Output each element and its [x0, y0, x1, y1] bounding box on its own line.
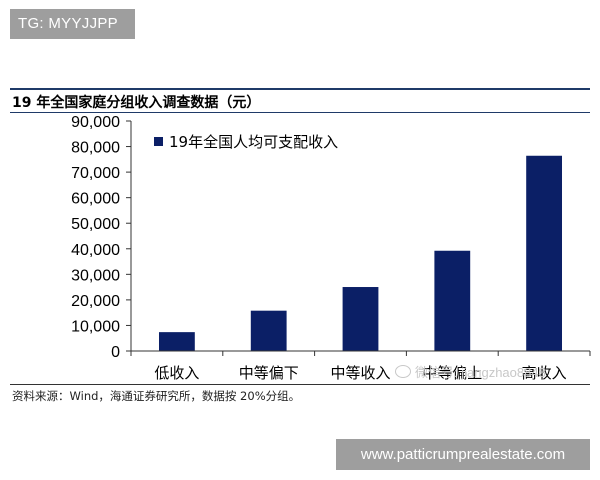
- x-tick-label: 低收入: [154, 364, 199, 382]
- y-tick-label: 30,000: [71, 267, 120, 284]
- y-tick-label: 0: [111, 344, 120, 361]
- title-underline: [10, 112, 590, 113]
- y-tick-label: 40,000: [71, 242, 120, 259]
- x-tick-label: 中等偏下: [239, 364, 299, 382]
- y-tick-label: 90,000: [71, 114, 120, 131]
- bar: [158, 332, 195, 351]
- legend: 19年全国人均可支配收入: [154, 133, 338, 151]
- legend-label: 19年全国人均可支配收入: [169, 133, 338, 151]
- y-tick-label: 50,000: [71, 216, 120, 233]
- chart-title: 19 年全国家庭分组收入调查数据（元）: [12, 95, 261, 111]
- x-axis: 低收入 中等偏下 中等收入 中等偏上 高收入: [130, 350, 591, 382]
- bar: [434, 250, 471, 351]
- y-axis: 0 10,000 20,000 30,000 40,000 50,000 60,000 70,…: [71, 114, 132, 361]
- y-tick-label: 70,000: [71, 165, 120, 182]
- y-tick-label: 20,000: [71, 293, 120, 310]
- header-rule: [10, 88, 590, 90]
- bar: [250, 310, 287, 351]
- source-note: 资料来源：Wind，海通证券研究所，数据按 20%分组。: [12, 389, 301, 403]
- wechat-icon: [395, 365, 411, 378]
- y-tick-label: 60,000: [71, 191, 120, 208]
- watermark-text: 微信号: jiangzhao8848: [415, 365, 546, 380]
- website-badge: www.patticrumprealestate.com: [336, 439, 590, 470]
- bar: [342, 287, 379, 351]
- y-tick-label: 80,000: [71, 140, 120, 157]
- y-tick-label: 10,000: [71, 318, 120, 335]
- footer-rule: [10, 384, 590, 385]
- x-tick-label: 中等偏上: [422, 364, 482, 382]
- x-tick-label: 中等收入: [330, 364, 390, 382]
- channel-badge: TG: MYYJJPP: [10, 9, 135, 39]
- watermark: 微信号: jiangzhao8848: [395, 362, 546, 381]
- bars: [158, 155, 563, 351]
- bar: [526, 155, 563, 351]
- legend-swatch: [154, 137, 163, 146]
- x-tick-label: 高收入: [522, 364, 567, 382]
